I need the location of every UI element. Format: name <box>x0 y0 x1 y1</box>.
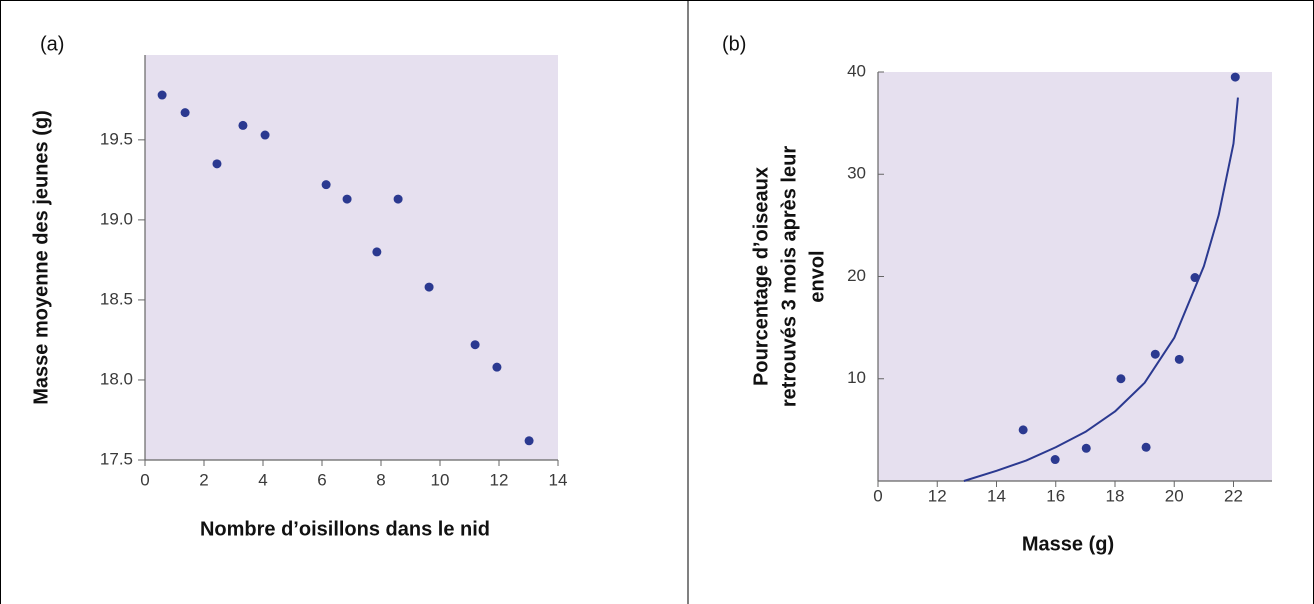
y-tick-label: 18.0 <box>100 369 133 388</box>
data-point <box>524 436 534 446</box>
panel-label: (b) <box>722 33 746 55</box>
x-axis-title: Nombre d’oisillons dans le nid <box>200 518 490 540</box>
x-tick-label: 16 <box>1046 486 1065 505</box>
data-point <box>424 282 434 292</box>
y-tick-label: 30 <box>847 164 866 183</box>
x-tick-label: 20 <box>1165 486 1184 505</box>
data-point <box>393 194 403 204</box>
data-point <box>238 120 248 130</box>
data-point <box>1081 443 1091 453</box>
data-point <box>260 130 270 140</box>
x-tick-label: 2 <box>199 470 208 489</box>
data-point <box>157 90 167 100</box>
data-point <box>212 159 222 169</box>
y-tick-label: 10 <box>847 368 866 387</box>
x-tick-label: 14 <box>549 470 568 489</box>
data-point <box>1141 442 1151 452</box>
plot-area <box>145 55 558 460</box>
data-point <box>321 180 331 190</box>
data-point <box>1116 374 1126 384</box>
x-tick-label: 10 <box>431 470 450 489</box>
panel-label: (a) <box>40 33 64 55</box>
x-tick-label: 8 <box>376 470 385 489</box>
x-tick-label: 6 <box>317 470 326 489</box>
x-tick-label: 4 <box>258 470 267 489</box>
data-point <box>492 362 502 372</box>
x-axis-title: Masse (g) <box>1022 533 1114 555</box>
x-tick-label: 12 <box>928 486 947 505</box>
plot-area <box>878 72 1272 481</box>
x-tick-label: 14 <box>987 486 1006 505</box>
fit-curve <box>963 97 1239 482</box>
data-point <box>1174 354 1184 364</box>
y-axis-title: Masse moyenne des jeunes (g) <box>30 110 52 405</box>
y-tick-label: 18.5 <box>100 289 133 308</box>
data-point <box>1050 455 1060 465</box>
data-point <box>1150 349 1160 359</box>
y-axis-title: envol <box>806 250 828 302</box>
x-tick-label: 12 <box>490 470 509 489</box>
data-point <box>470 340 480 350</box>
y-tick-label: 40 <box>847 61 866 80</box>
x-tick-label: 22 <box>1224 486 1243 505</box>
y-tick-label: 20 <box>847 266 866 285</box>
x-tick-label: 18 <box>1106 486 1125 505</box>
y-tick-label: 17.5 <box>100 449 133 468</box>
x-tick-label: 0 <box>140 470 149 489</box>
data-point <box>342 194 352 204</box>
x-tick-label: 0 <box>873 486 882 505</box>
data-point <box>1230 72 1240 82</box>
y-tick-label: 19.5 <box>100 129 133 148</box>
y-axis-title: Pourcentage d’oiseaux <box>750 167 772 386</box>
data-point <box>372 247 382 257</box>
data-point <box>1018 425 1028 435</box>
data-point <box>180 108 190 118</box>
y-axis-title: retrouvés 3 mois après leur <box>778 146 800 407</box>
y-tick-label: 19.0 <box>100 209 133 228</box>
